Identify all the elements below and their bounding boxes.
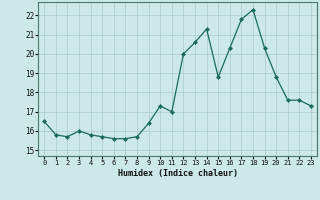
X-axis label: Humidex (Indice chaleur): Humidex (Indice chaleur) [118, 169, 238, 178]
